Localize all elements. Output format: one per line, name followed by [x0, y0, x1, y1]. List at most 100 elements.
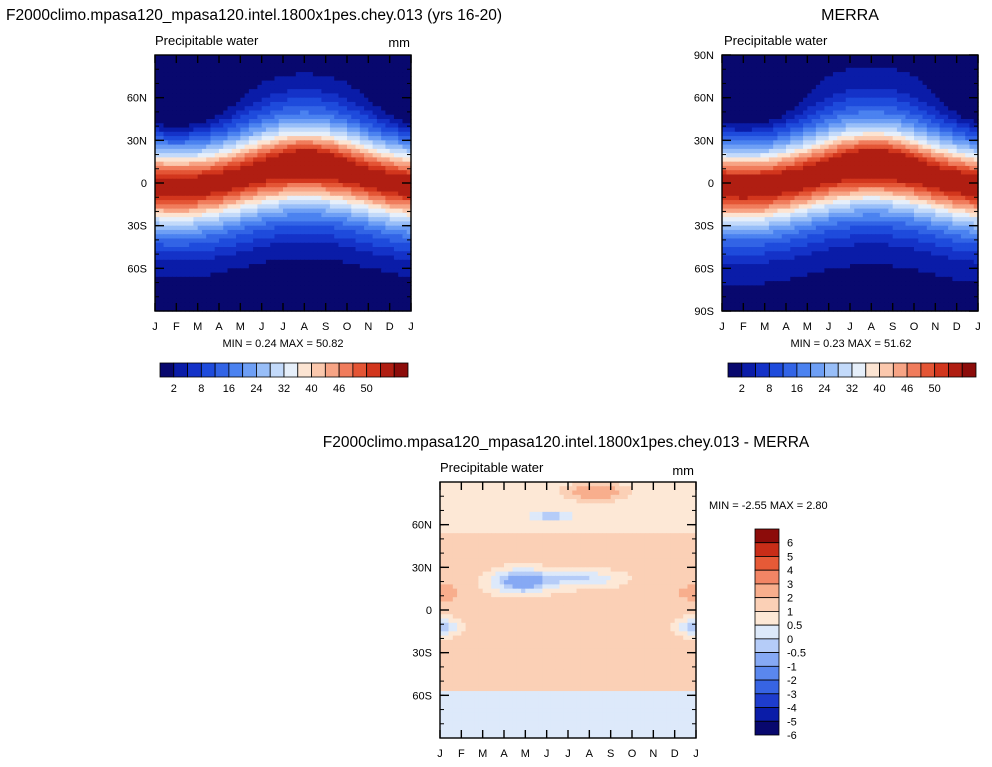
field-cell [786, 119, 791, 124]
field-cell [253, 119, 258, 124]
field-cell [828, 123, 834, 129]
field-cell [278, 136, 284, 141]
field-cell [189, 238, 194, 244]
field-cell [193, 281, 199, 286]
field-cell [193, 200, 199, 205]
field-cell [244, 127, 250, 133]
field-cell [206, 302, 212, 308]
field-cell [351, 97, 357, 103]
field-cell [248, 225, 254, 231]
colorbar-box [283, 362, 299, 378]
field-cell [219, 140, 224, 146]
field-cell [155, 191, 160, 197]
field-cell [342, 276, 348, 282]
field-cell [969, 80, 975, 86]
field-cell [329, 67, 335, 73]
field-cell [321, 157, 327, 163]
field-cell [265, 59, 271, 65]
field-cell [308, 225, 314, 231]
field-cell [773, 76, 779, 82]
field-cell [308, 178, 314, 184]
field-cell [244, 110, 250, 116]
field-cell [193, 225, 199, 231]
field-cell [197, 200, 203, 205]
field-cell [756, 72, 761, 77]
field-cell [871, 140, 877, 146]
field-cell [312, 174, 318, 180]
field-cell [376, 148, 382, 154]
field-cell [283, 165, 288, 171]
field-cell [376, 161, 382, 167]
field-cell [317, 255, 322, 261]
field-cell [219, 89, 224, 94]
field-cell [845, 76, 851, 82]
field-cell [300, 204, 305, 210]
field-cell [163, 55, 169, 60]
field-cell [760, 63, 766, 69]
field-cell [398, 221, 404, 227]
field-cell [274, 63, 280, 69]
field-cell [734, 55, 740, 60]
field-cell [223, 55, 229, 60]
field-cell [820, 119, 825, 124]
field-cell [159, 234, 165, 240]
field-cell [338, 208, 344, 214]
field-cell [820, 131, 825, 137]
field-cell [278, 123, 284, 129]
field-cell [219, 170, 224, 176]
field-cell [368, 221, 374, 227]
field-cell [193, 204, 199, 210]
field-cell [926, 101, 932, 107]
field-cell [253, 170, 258, 176]
field-cell [291, 212, 297, 218]
field-cell [261, 251, 267, 257]
field-cell [317, 272, 322, 278]
field-cell [786, 101, 791, 107]
field-cell [261, 144, 267, 150]
field-cell [389, 259, 395, 265]
field-cell [231, 76, 237, 82]
field-cell [381, 165, 386, 171]
field-cell [828, 106, 834, 112]
field-cell [389, 289, 395, 295]
field-cell [884, 140, 889, 146]
field-cell [376, 144, 382, 150]
field-cell [734, 131, 740, 137]
field-cell [317, 131, 322, 137]
field-cell [845, 119, 851, 124]
field-cell [351, 119, 357, 124]
field-cell [321, 183, 327, 188]
field-cell [828, 127, 834, 133]
field-cell [393, 89, 399, 94]
field-cell [189, 144, 194, 150]
field-cell [261, 110, 267, 116]
field-cell [231, 217, 237, 222]
field-cell [406, 72, 412, 77]
field-cell [304, 89, 310, 94]
field-cell [402, 55, 408, 60]
field-cell [777, 140, 783, 146]
field-cell [287, 63, 293, 69]
field-cell [402, 110, 408, 116]
field-cell [253, 153, 258, 158]
field-cell [739, 101, 744, 107]
field-cell [393, 229, 399, 235]
field-cell [347, 106, 352, 112]
field-cell [197, 174, 203, 180]
field-cell [730, 127, 736, 133]
field-cell [180, 264, 186, 269]
field-cell [253, 251, 258, 257]
field-cell [240, 264, 246, 269]
field-cell [901, 93, 907, 99]
field-cell [197, 165, 203, 171]
field-cell [176, 161, 182, 167]
field-cell [274, 191, 280, 197]
field-cell [372, 55, 378, 60]
field-cell [790, 127, 796, 133]
field-cell [359, 119, 365, 124]
field-cell [210, 144, 216, 150]
field-cell [270, 110, 276, 116]
field-cell [265, 84, 271, 90]
field-cell [219, 195, 224, 201]
